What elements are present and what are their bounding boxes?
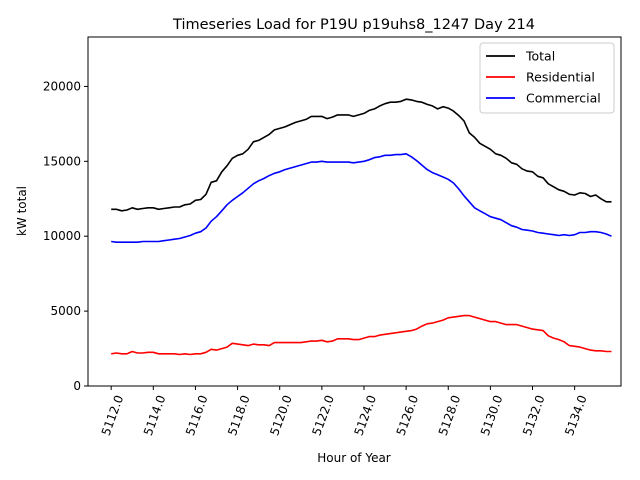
x-tick-label: 5112.0 — [99, 393, 127, 437]
x-tick-label: 5134.0 — [562, 393, 590, 437]
x-tick-label: 5122.0 — [309, 393, 337, 437]
legend-label-total: Total — [525, 49, 555, 64]
x-axis-label: Hour of Year — [317, 451, 391, 465]
y-tick-label: 20000 — [43, 79, 81, 93]
legend-label-residential: Residential — [526, 70, 595, 85]
series-line-commercial — [111, 153, 612, 243]
series-line-total — [111, 98, 612, 212]
y-axis-label: kW total — [15, 186, 29, 236]
legend-label-commercial: Commercial — [526, 91, 601, 106]
y-tick-label: 5000 — [50, 304, 81, 318]
y-axis: 0 5000 10000 15000 20000 — [43, 79, 88, 393]
x-axis: 5112.0 5114.0 5116.0 5118.0 5120.0 5122.0 5124… — [99, 386, 590, 438]
x-tick-label: 5116.0 — [183, 393, 211, 437]
x-tick-label: 5124.0 — [352, 393, 380, 437]
x-tick-label: 5120.0 — [267, 393, 295, 437]
legend: Total Residential Commercial — [479, 42, 615, 114]
x-tick-label: 5126.0 — [394, 393, 422, 437]
x-tick-label: 5128.0 — [436, 393, 464, 437]
x-tick-label: 5118.0 — [225, 393, 253, 437]
legend-box — [479, 42, 615, 114]
y-tick-label: 0 — [73, 379, 81, 393]
series-line-residential — [111, 314, 612, 356]
x-tick-label: 5132.0 — [520, 393, 548, 437]
chart-title: Timeseries Load for P19U p19uhs8_1247 Da… — [172, 17, 535, 33]
x-tick-label: 5114.0 — [141, 393, 169, 437]
plot-frame — [87, 36, 622, 387]
x-tick-label: 5130.0 — [478, 393, 506, 437]
y-tick-label: 10000 — [43, 229, 81, 243]
y-tick-label: 15000 — [43, 154, 81, 168]
plot-lines — [111, 98, 612, 356]
